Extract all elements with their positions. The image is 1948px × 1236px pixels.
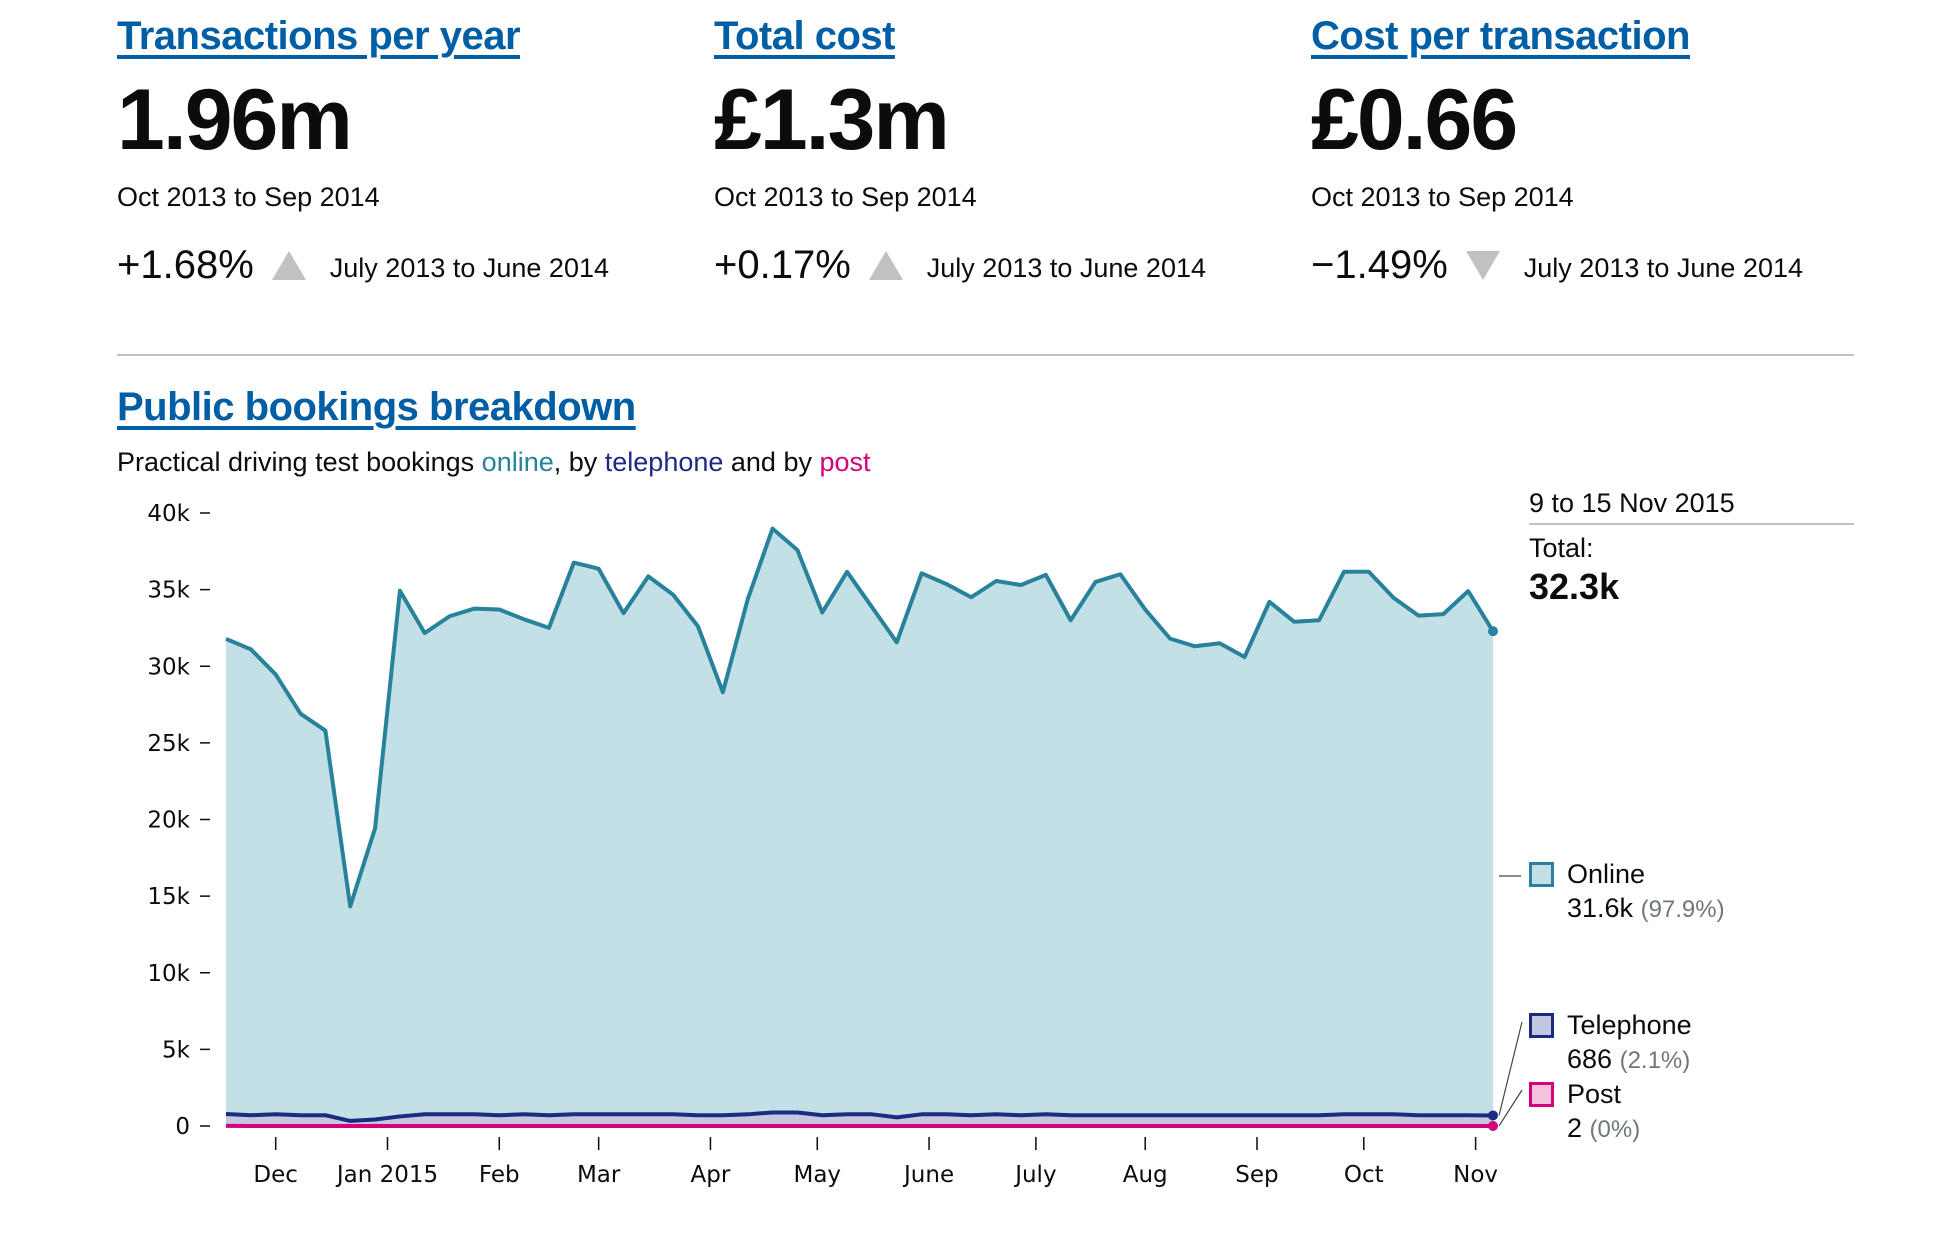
kpi-title-link[interactable]: Total cost	[714, 14, 895, 58]
kpi-transactions-per-year: Transactions per year 1.96m Oct 2013 to …	[117, 14, 677, 288]
marker-post	[1488, 1120, 1498, 1131]
y-tick-label: 15k	[147, 884, 190, 910]
kpi-title-link[interactable]: Cost per transaction	[1311, 14, 1690, 58]
connector-post	[1498, 1089, 1523, 1127]
y-tick-label: 30k	[147, 654, 190, 680]
kpi-value: £0.66	[1311, 72, 1518, 168]
x-tick-label: Mar	[577, 1162, 621, 1188]
chart-subtitle: Practical driving test bookings online, …	[117, 447, 871, 478]
legend-name: Post	[1567, 1079, 1622, 1109]
marker-telephone	[1488, 1110, 1498, 1121]
chart-tooltip: 9 to 15 Nov 2015 Total: 32.3k	[1529, 488, 1854, 608]
x-axis: Dec Jan 2015 Feb Mar Apr May June July Aug Sep Oct…	[253, 1137, 1498, 1188]
kpi-change-percent: +0.17%	[714, 242, 851, 287]
x-tick-label: June	[902, 1162, 954, 1188]
kpi-change: +1.68% July 2013 to June 2014	[117, 243, 677, 288]
x-tick-label: Feb	[479, 1162, 520, 1188]
legend-name: Online	[1567, 859, 1646, 889]
chart-markers	[1488, 626, 1498, 1131]
tooltip-total-value: 32.3k	[1529, 566, 1620, 607]
x-tick-label: Sep	[1235, 1162, 1278, 1188]
subtitle-text: , by	[553, 447, 605, 477]
legend-percent: (0%)	[1589, 1116, 1641, 1143]
legend-swatch-post	[1529, 1082, 1554, 1107]
x-tick-label: Jan 2015	[335, 1162, 438, 1188]
x-tick-label: Apr	[691, 1162, 731, 1188]
trend-down-icon	[1465, 250, 1500, 280]
kpi-period: Oct 2013 to Sep 2014	[117, 181, 380, 212]
legend-value: 2	[1567, 1113, 1583, 1143]
legend-name: Telephone	[1567, 1010, 1692, 1040]
x-tick-label: Nov	[1453, 1162, 1498, 1188]
y-tick-label: 40k	[147, 501, 190, 527]
chart-lines	[225, 526, 1495, 1128]
kpi-change: −1.49% July 2013 to June 2014	[1311, 243, 1871, 288]
kpi-period: Oct 2013 to Sep 2014	[1311, 181, 1574, 212]
y-tick-label: 5k	[162, 1037, 191, 1063]
subtitle-telephone: telephone	[604, 447, 724, 477]
subtitle-text: Practical driving test bookings	[117, 447, 482, 477]
x-tick-label: Aug	[1123, 1162, 1168, 1188]
legend-percent: (2.1%)	[1619, 1047, 1691, 1074]
kpi-change-percent: +1.68%	[117, 242, 254, 287]
legend-swatch-telephone	[1529, 1013, 1554, 1038]
legend-percent: (97.9%)	[1640, 896, 1725, 923]
y-axis: 0 5k 10k 15k 20k 25k 30k 35k 40k	[147, 501, 210, 1140]
kpi-total-cost: Total cost £1.3m Oct 2013 to Sep 2014 +0…	[714, 14, 1274, 288]
legend-value: 31.6k	[1567, 893, 1634, 923]
kpi-period: Oct 2013 to Sep 2014	[714, 181, 977, 212]
subtitle-post: post	[819, 447, 871, 477]
legend-value: 686	[1567, 1044, 1613, 1074]
area-online	[226, 528, 1493, 1121]
kpi-value: £1.3m	[714, 72, 950, 168]
section-title-link[interactable]: Public bookings breakdown	[117, 385, 636, 429]
y-tick-label: 0	[175, 1114, 190, 1140]
kpi-change-period: July 2013 to June 2014	[329, 252, 609, 283]
trend-up-icon	[868, 250, 903, 280]
kpi-change: +0.17% July 2013 to June 2014	[714, 243, 1274, 288]
kpi-value: 1.96m	[117, 72, 353, 168]
line-telephone	[225, 1110, 1494, 1123]
kpi-cost-per-transaction: Cost per transaction £0.66 Oct 2013 to S…	[1311, 14, 1871, 288]
kpi-change-percent: −1.49%	[1311, 242, 1448, 287]
x-tick-label: Oct	[1344, 1162, 1384, 1188]
x-tick-label: Dec	[253, 1162, 298, 1188]
subtitle-text: and by	[723, 447, 820, 477]
y-tick-label: 20k	[147, 808, 190, 834]
line-online	[225, 526, 1495, 909]
trend-up-icon	[271, 250, 306, 280]
section-divider	[117, 354, 1854, 356]
kpi-title-link[interactable]: Transactions per year	[117, 14, 521, 58]
tooltip-total-label: Total:	[1529, 533, 1594, 563]
x-tick-label: July	[1013, 1162, 1056, 1188]
tooltip-date: 9 to 15 Nov 2015	[1529, 488, 1854, 525]
legend-item-post: Post 2 (0%)	[1529, 1077, 1640, 1147]
marker-online	[1488, 626, 1498, 637]
subtitle-online: online	[481, 447, 554, 477]
legend-item-telephone: Telephone 686 (2.1%)	[1529, 1008, 1692, 1078]
legend-item-online: Online 31.6k (97.9%)	[1529, 857, 1725, 927]
y-tick-label: 25k	[147, 731, 190, 757]
legend-connectors	[1498, 875, 1523, 1127]
legend-swatch-online	[1529, 862, 1554, 887]
y-tick-label: 35k	[147, 578, 190, 604]
x-tick-label: May	[793, 1162, 841, 1188]
kpi-change-period: July 2013 to June 2014	[1523, 252, 1803, 283]
y-tick-label: 10k	[147, 961, 190, 987]
kpi-change-period: July 2013 to June 2014	[926, 252, 1206, 283]
connector-telephone	[1498, 1021, 1523, 1116]
